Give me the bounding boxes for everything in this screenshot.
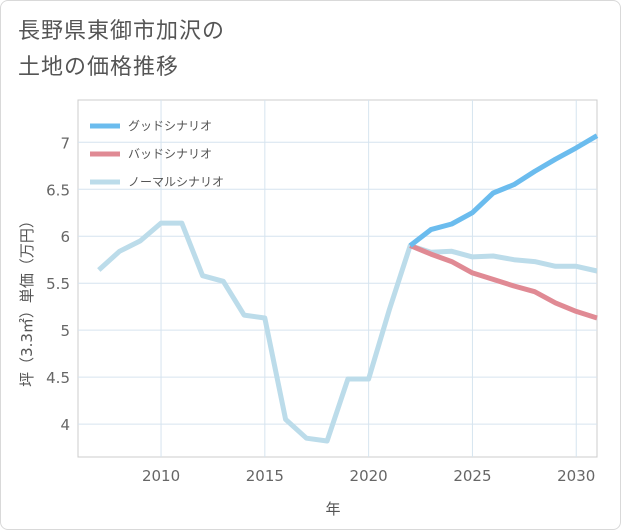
x-tick-label: 2025 xyxy=(453,467,491,485)
legend-label-2: ノーマルシナリオ xyxy=(128,175,224,189)
chart-title-line-1: 長野県東御市加沢の xyxy=(18,19,226,44)
y-tick-label: 5 xyxy=(60,322,70,340)
series-line-1 xyxy=(409,243,598,321)
x-axis-title: 年 xyxy=(325,500,340,518)
y-axis-title: 坪（3.3㎡）単価（万円） xyxy=(18,213,36,387)
legend-label-1: バッドシナリオ xyxy=(128,147,212,161)
y-axis-ticks: 4 4.5 5 5.5 6 6.5 7 xyxy=(46,134,70,434)
y-tick-label: 6.5 xyxy=(46,181,70,199)
chart-title: 長野県東御市加沢の 土地の価格推移 xyxy=(18,14,225,86)
x-tick-label: 2020 xyxy=(350,467,388,485)
y-tick-label: 7 xyxy=(60,134,70,152)
series-lines xyxy=(97,133,599,444)
series-line-2 xyxy=(97,220,598,444)
y-tick-label: 4 xyxy=(60,416,70,434)
series-line-0 xyxy=(408,133,599,248)
x-axis-ticks: 2010 2015 2020 2025 2030 xyxy=(142,467,595,485)
y-tick-label: 6 xyxy=(60,228,70,246)
legend-label-0: グッドシナリオ xyxy=(128,119,212,133)
x-tick-label: 2015 xyxy=(246,467,284,485)
x-tick-label: 2030 xyxy=(557,467,595,485)
y-tick-label: 5.5 xyxy=(46,275,70,293)
chart-title-line-2: 土地の価格推移 xyxy=(18,55,180,80)
x-tick-label: 2010 xyxy=(142,467,180,485)
plot-area xyxy=(77,99,598,458)
grid-lines xyxy=(78,100,597,457)
y-tick-label: 4.5 xyxy=(46,369,70,387)
